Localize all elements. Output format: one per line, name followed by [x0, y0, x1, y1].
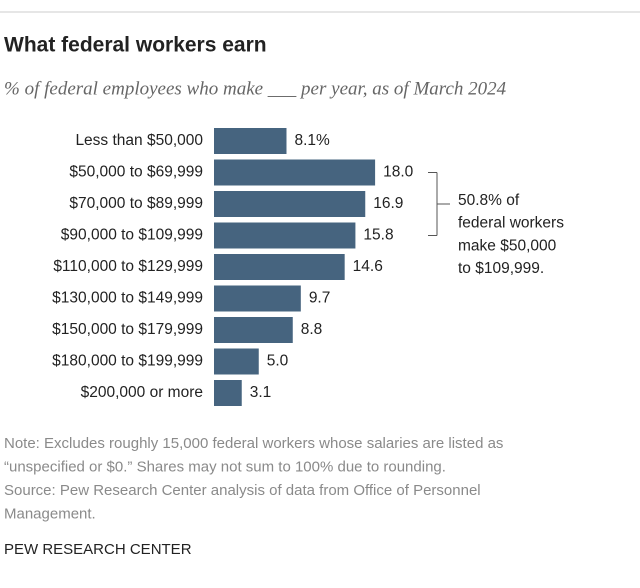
value-label: 18.0	[383, 164, 414, 181]
bar	[214, 380, 242, 406]
bar	[214, 222, 356, 249]
category-label: $50,000 to $69,999	[69, 164, 203, 181]
chart-subtitle: % of federal employees who make ___ per …	[4, 78, 507, 99]
annotation: federal workers	[458, 215, 564, 232]
note: Management.	[4, 505, 96, 522]
category-label: $180,000 to $199,999	[52, 353, 203, 370]
source-credit: PEW RESEARCH CENTER	[4, 541, 192, 558]
annotation: 50.8% of	[458, 192, 520, 209]
value-label: 9.7	[309, 290, 331, 307]
note: “unspecified or $0.” Shares may not sum …	[4, 458, 446, 475]
category-label: $200,000 or more	[81, 384, 203, 401]
category-label: $70,000 to $89,999	[69, 195, 203, 212]
bar	[214, 254, 345, 280]
bar	[214, 128, 287, 154]
bar	[214, 285, 301, 312]
bar	[214, 348, 259, 375]
category-label: $90,000 to $109,999	[61, 227, 203, 244]
value-label: 3.1	[250, 384, 272, 401]
note: Note: Excludes roughly 15,000 federal wo…	[4, 435, 503, 452]
bar	[214, 191, 366, 217]
value-label: 5.0	[267, 353, 289, 370]
value-label: 8.8	[301, 321, 323, 338]
value-label: 16.9	[373, 195, 403, 212]
value-label: 14.6	[353, 258, 383, 275]
category-label: $130,000 to $149,999	[52, 290, 203, 307]
bar	[214, 317, 293, 343]
annotation: to $109,999.	[458, 260, 544, 277]
bar	[214, 159, 376, 186]
value-label: 15.8	[363, 227, 393, 244]
note: Source: Pew Research Center analysis of …	[4, 482, 481, 499]
chart-title: What federal workers earn	[4, 34, 267, 57]
value-label: 8.1%	[294, 132, 330, 149]
category-label: $150,000 to $179,999	[52, 321, 203, 338]
annotation: make $50,000	[458, 237, 557, 254]
category-label: Less than $50,000	[75, 132, 203, 149]
category-label: $110,000 to $129,999	[53, 258, 203, 275]
